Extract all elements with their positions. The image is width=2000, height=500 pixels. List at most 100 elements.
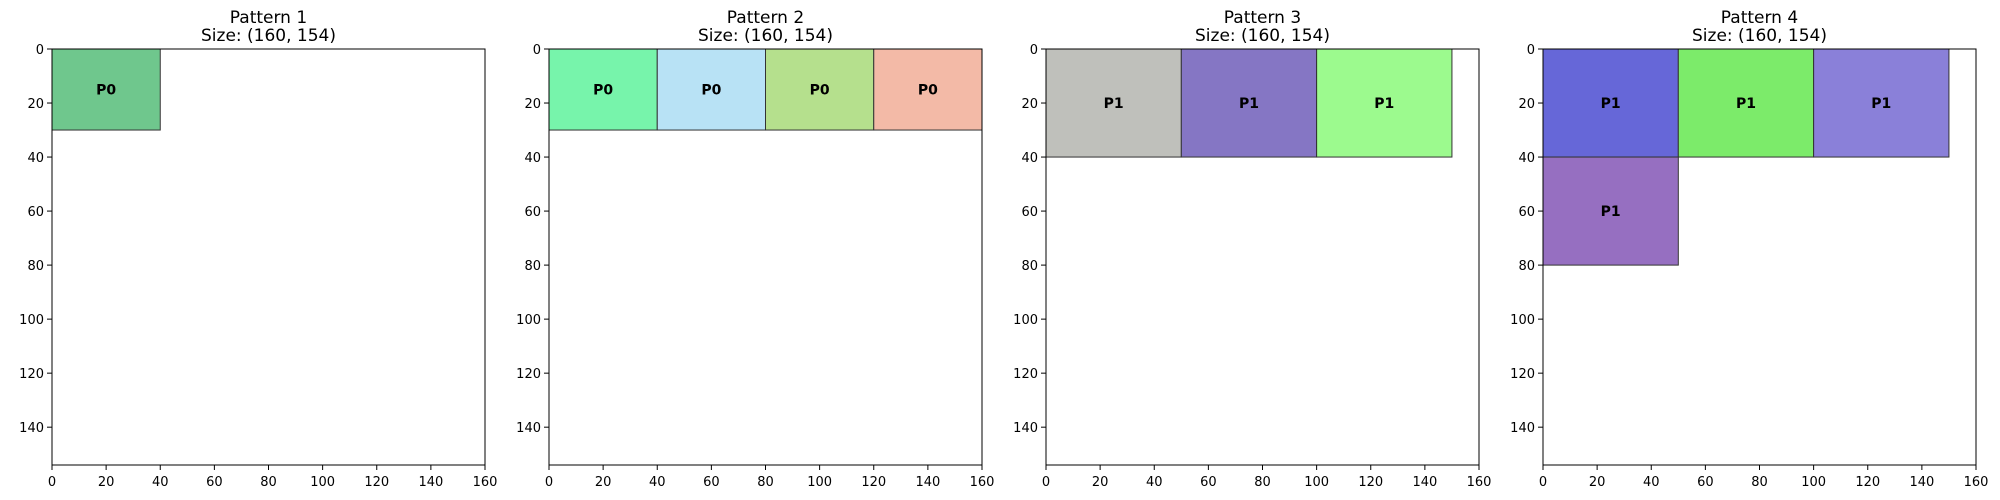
pattern-rect	[1316, 48, 1453, 158]
x-tick-label: 40	[1146, 475, 1163, 490]
x-tick-label: 120	[1358, 475, 1383, 490]
x-tick-label: 100	[1304, 475, 1329, 490]
x-tick-label: 40	[1643, 475, 1660, 490]
x-tick-label: 140	[1909, 475, 1934, 490]
y-tick-label: 0	[1527, 43, 1535, 58]
x-tick-label: 60	[1697, 475, 1714, 490]
x-tick-label: 160	[970, 475, 995, 490]
pattern-rect	[1542, 156, 1679, 266]
x-tick-label: 20	[595, 475, 612, 490]
y-tick-label: 120	[516, 367, 541, 382]
x-tick-label: 120	[861, 475, 886, 490]
chart-title: Pattern 2	[727, 8, 804, 28]
rect-label: P1	[1374, 96, 1394, 112]
chart-subtitle: Size: (160, 154)	[201, 26, 336, 46]
x-tick-label: 60	[1200, 475, 1217, 490]
x-tick-label: 100	[310, 475, 335, 490]
chart-title: Pattern 1	[230, 8, 307, 28]
rect-label: P0	[593, 83, 613, 99]
x-tick-label: 0	[545, 475, 553, 490]
x-tick-label: 80	[1751, 475, 1768, 490]
x-tick-label: 120	[364, 475, 389, 490]
y-tick-label: 60	[1518, 205, 1535, 220]
rect-label: P1	[1104, 96, 1124, 112]
y-tick-label: 40	[27, 151, 44, 166]
rect-label: P1	[1871, 96, 1891, 112]
x-tick-label: 20	[98, 475, 115, 490]
y-tick-label: 120	[1013, 367, 1038, 382]
pattern-rect	[1180, 48, 1318, 158]
x-tick-label: 60	[206, 475, 223, 490]
x-tick-label: 160	[473, 475, 498, 490]
y-tick-label: 140	[516, 421, 541, 436]
y-tick-label: 60	[1021, 205, 1038, 220]
y-tick-label: 100	[19, 313, 44, 328]
x-tick-label: 40	[152, 475, 169, 490]
y-tick-label: 0	[533, 43, 541, 58]
y-tick-label: 60	[27, 205, 44, 220]
y-tick-label: 100	[1510, 313, 1535, 328]
y-tick-label: 40	[1518, 151, 1535, 166]
pattern-rect	[1813, 48, 1950, 158]
y-tick-label: 20	[1021, 97, 1038, 112]
x-tick-label: 80	[260, 475, 277, 490]
x-tick-label: 40	[649, 475, 666, 490]
x-tick-label: 0	[48, 475, 56, 490]
y-tick-label: 40	[524, 151, 541, 166]
x-tick-label: 0	[1539, 475, 1547, 490]
y-tick-label: 80	[27, 259, 44, 274]
chart-subtitle: Size: (160, 154)	[698, 26, 833, 46]
x-tick-label: 140	[1412, 475, 1437, 490]
x-tick-label: 160	[1964, 475, 1989, 490]
y-tick-label: 140	[1510, 421, 1535, 436]
x-tick-label: 20	[1589, 475, 1606, 490]
y-tick-label: 0	[1030, 43, 1038, 58]
x-tick-label: 80	[757, 475, 774, 490]
pattern-rect	[765, 48, 875, 131]
x-tick-label: 0	[1042, 475, 1050, 490]
y-tick-label: 20	[27, 97, 44, 112]
x-tick-label: 120	[1855, 475, 1880, 490]
y-tick-label: 120	[1510, 367, 1535, 382]
y-tick-label: 40	[1021, 151, 1038, 166]
rect-label: P1	[1736, 96, 1756, 112]
y-tick-label: 80	[524, 259, 541, 274]
pattern-rect	[548, 48, 658, 131]
rect-label: P0	[918, 83, 938, 99]
x-tick-label: 140	[915, 475, 940, 490]
x-tick-label: 20	[1092, 475, 1109, 490]
chart-title: Pattern 4	[1721, 8, 1798, 28]
rect-label: P0	[810, 83, 830, 99]
x-tick-label: 100	[807, 475, 832, 490]
y-tick-label: 140	[19, 421, 44, 436]
y-tick-label: 20	[1518, 97, 1535, 112]
rect-label: P0	[96, 83, 116, 99]
y-tick-label: 120	[19, 367, 44, 382]
pattern-rect	[1542, 48, 1679, 158]
pattern-rect	[1677, 48, 1815, 158]
y-tick-label: 100	[516, 313, 541, 328]
pattern-rect	[873, 48, 983, 131]
y-tick-label: 60	[524, 205, 541, 220]
y-tick-label: 0	[36, 43, 44, 58]
y-tick-label: 140	[1013, 421, 1038, 436]
rect-label: P1	[1601, 204, 1621, 220]
y-tick-label: 100	[1013, 313, 1038, 328]
pattern-rect	[51, 48, 161, 131]
chart-title: Pattern 3	[1224, 8, 1301, 28]
x-tick-label: 80	[1254, 475, 1271, 490]
pattern-rect	[1045, 48, 1182, 158]
rect-label: P1	[1601, 96, 1621, 112]
x-tick-label: 160	[1467, 475, 1492, 490]
x-tick-label: 100	[1801, 475, 1826, 490]
x-tick-label: 140	[418, 475, 443, 490]
chart-subtitle: Size: (160, 154)	[1195, 26, 1330, 46]
y-tick-label: 80	[1518, 259, 1535, 274]
y-tick-label: 80	[1021, 259, 1038, 274]
chart-subtitle: Size: (160, 154)	[1692, 26, 1827, 46]
